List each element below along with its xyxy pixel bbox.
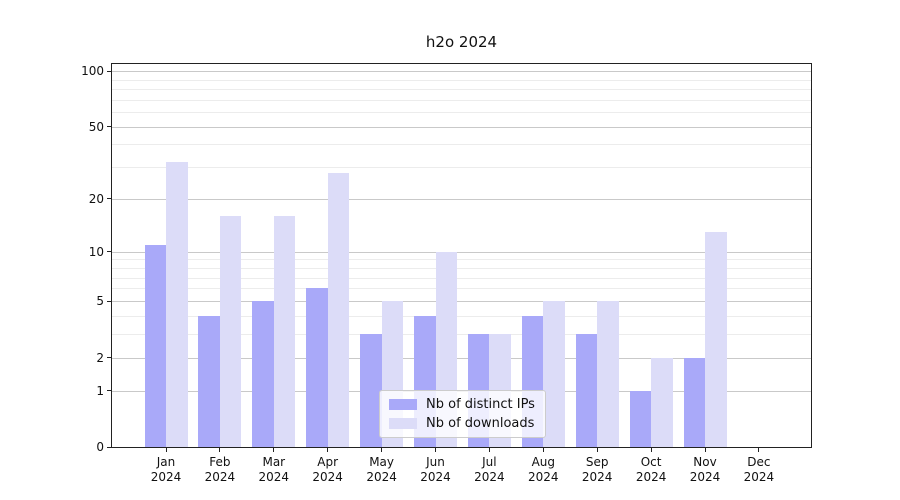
minor-gridline xyxy=(112,79,811,81)
legend-item-downloads: Nb of downloads xyxy=(389,416,535,431)
bar-distinct-ips xyxy=(198,315,220,447)
x-tick-mark xyxy=(327,448,329,452)
x-tick-mark xyxy=(704,448,706,452)
bar-distinct-ips xyxy=(575,334,598,447)
x-tick-label: Nov 2024 xyxy=(689,455,721,484)
y-tick-mark xyxy=(107,390,111,391)
x-tick-label: Mar 2024 xyxy=(258,455,290,484)
x-tick-label: Jul 2024 xyxy=(474,455,505,484)
chart-title: h2o 2024 xyxy=(425,33,498,51)
x-tick-mark xyxy=(381,448,383,452)
x-tick-mark xyxy=(273,448,275,452)
bar-downloads xyxy=(273,216,296,447)
minor-gridline xyxy=(112,112,811,113)
legend: Nb of distinct IPs Nb of downloads xyxy=(379,390,546,438)
y-tick-label: 20 xyxy=(88,191,104,206)
major-gridline xyxy=(112,198,811,200)
bar-distinct-ips xyxy=(629,390,652,447)
major-gridline xyxy=(112,126,811,128)
y-tick-label: 0 xyxy=(96,440,104,454)
legend-swatch-downloads xyxy=(389,418,417,429)
y-tick-mark xyxy=(107,446,111,448)
x-tick-mark xyxy=(542,448,544,452)
x-tick-label: Dec 2024 xyxy=(743,455,775,484)
bar-downloads xyxy=(705,232,727,447)
legend-label-distinct-ips: Nb of distinct IPs xyxy=(426,397,535,412)
minor-gridline xyxy=(112,268,811,269)
x-tick-label: Apr 2024 xyxy=(312,455,343,484)
bar-distinct-ips xyxy=(360,334,382,447)
x-tick-label: Jan 2024 xyxy=(150,455,182,484)
y-tick-label: 10 xyxy=(88,244,104,259)
y-tick-label: 100 xyxy=(81,64,104,78)
minor-gridline xyxy=(112,288,811,290)
bar-downloads xyxy=(219,216,242,447)
legend-label-downloads: Nb of downloads xyxy=(426,416,535,431)
bar-downloads xyxy=(327,172,350,447)
x-tick-label: Aug 2024 xyxy=(528,455,559,484)
y-tick-label: 2 xyxy=(96,350,104,365)
bar-distinct-ips xyxy=(252,301,274,447)
major-gridline xyxy=(112,301,811,302)
x-tick-label: Feb 2024 xyxy=(204,455,236,484)
x-tick-mark xyxy=(650,448,652,452)
y-tick-mark xyxy=(107,251,111,253)
x-tick-mark xyxy=(488,448,490,452)
major-gridline xyxy=(112,357,811,359)
legend-item-distinct-ips: Nb of distinct IPs xyxy=(389,397,535,412)
y-tick-mark xyxy=(107,357,111,358)
x-tick-label: Oct 2024 xyxy=(635,455,667,484)
x-tick-mark xyxy=(435,448,436,452)
y-tick-label: 5 xyxy=(96,294,104,308)
bar-downloads xyxy=(651,357,673,447)
y-tick-label: 50 xyxy=(88,119,104,134)
bar-distinct-ips xyxy=(683,357,705,447)
y-tick-mark xyxy=(107,126,111,128)
major-gridline xyxy=(112,251,811,253)
y-tick-label: 1 xyxy=(96,383,104,398)
bar-downloads xyxy=(543,301,565,447)
x-tick-mark xyxy=(219,448,221,452)
major-gridline xyxy=(112,71,811,72)
x-tick-mark xyxy=(758,448,760,452)
bar-downloads xyxy=(597,301,619,447)
bar-downloads xyxy=(166,162,188,447)
y-tick-mark xyxy=(107,70,111,72)
bar-distinct-ips xyxy=(144,244,166,447)
minor-gridline xyxy=(112,334,811,335)
minor-gridline xyxy=(112,315,811,317)
x-tick-mark xyxy=(165,448,167,452)
legend-swatch-distinct-ips xyxy=(389,399,417,410)
x-tick-mark xyxy=(596,448,598,452)
x-tick-label: Jun 2024 xyxy=(420,455,451,484)
x-tick-label: May 2024 xyxy=(366,455,397,484)
minor-gridline xyxy=(112,144,811,146)
minor-gridline xyxy=(112,99,811,101)
plot-area: Nb of distinct IPs Nb of downloads xyxy=(111,63,812,448)
minor-gridline xyxy=(112,277,811,279)
bar-distinct-ips xyxy=(306,288,328,447)
y-tick-mark xyxy=(107,300,111,302)
minor-gridline xyxy=(112,167,811,169)
x-tick-label: Sep 2024 xyxy=(581,455,613,484)
y-tick-mark xyxy=(107,198,111,200)
minor-gridline xyxy=(112,259,811,261)
minor-gridline xyxy=(112,88,811,90)
